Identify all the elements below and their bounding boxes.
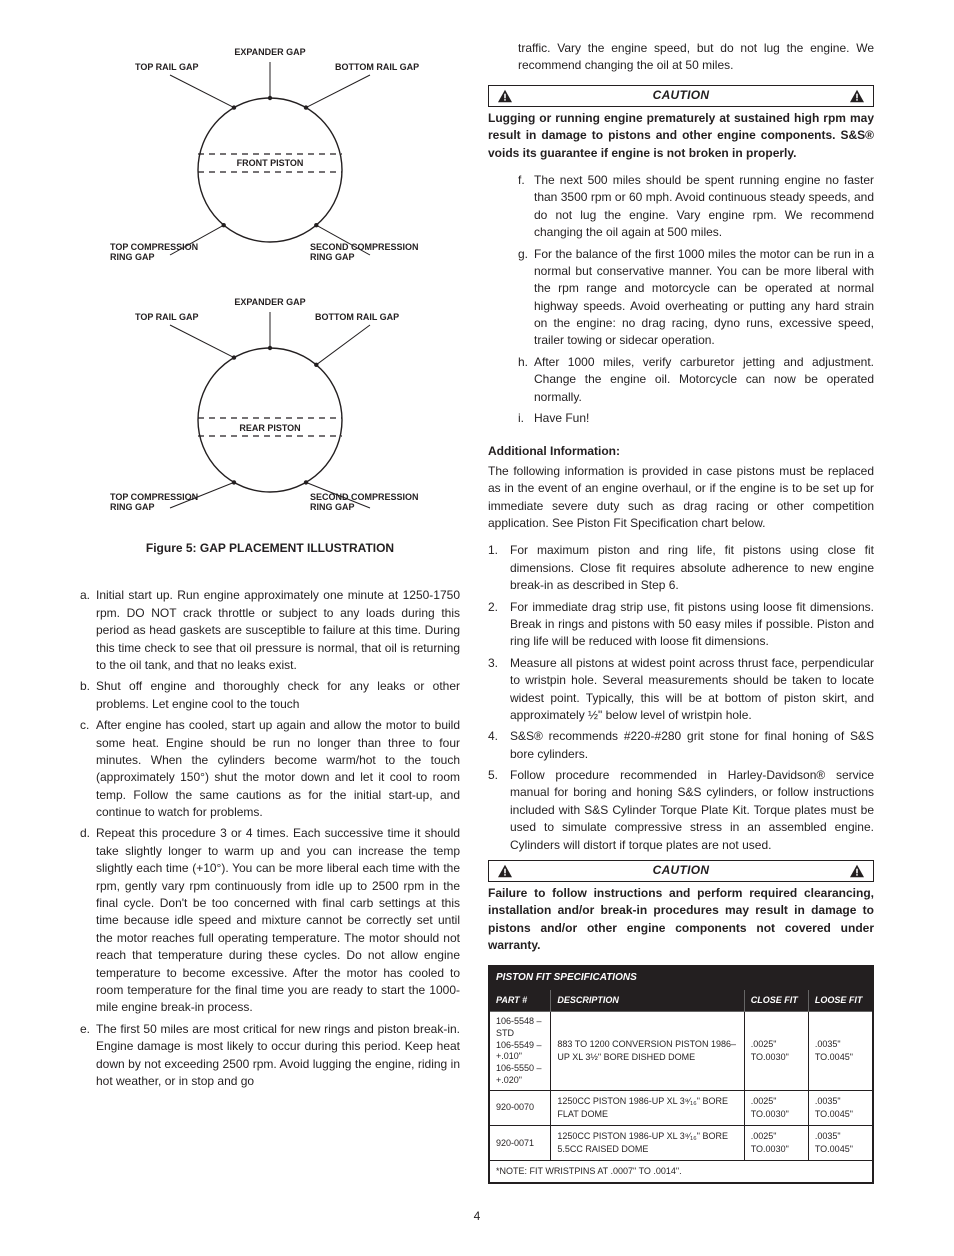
cell-close: .0025" TO.0030" <box>744 1126 808 1161</box>
caution-label: CAUTION <box>513 862 849 879</box>
front-piston-diagram: FRONT PISTON TOP RAIL GAP EXPANDER <box>80 40 460 260</box>
break-in-steps-right: f.The next 500 miles should be spent run… <box>488 172 874 427</box>
label-bottom-rail: BOTTOM RAIL GAP <box>315 312 399 322</box>
rear-piston-diagram: REAR PISTON TOP RAIL GAP EXPANDER GAP BO… <box>80 290 460 510</box>
table-row: 920-00711250CC PISTON 1986-UP XL 3⁹⁄₁₆" … <box>489 1126 873 1161</box>
cell-loose: .0035" TO.0045" <box>808 1012 873 1091</box>
additional-info-paragraph: The following information is provided in… <box>488 463 874 533</box>
left-column: FRONT PISTON TOP RAIL GAP EXPANDER <box>80 40 460 1184</box>
label-top-rail: TOP RAIL GAP <box>135 62 199 72</box>
list-item: 5.Follow procedure recommended in Harley… <box>488 767 874 854</box>
list-item: g.For the balance of the first 1000 mile… <box>518 246 874 350</box>
list-item: i.Have Fun! <box>518 410 874 427</box>
table-column-header: PART # <box>489 990 551 1012</box>
cell-close: .0025" TO.0030" <box>744 1012 808 1091</box>
table-column-header: DESCRIPTION <box>551 990 744 1012</box>
label-top-comp: TOP COMPRESSIONRING GAP <box>110 242 198 260</box>
cell-part: 920-0070 <box>489 1091 551 1126</box>
label-second-comp: SECOND COMPRESSIONRING GAP <box>310 242 419 260</box>
list-item: b.Shut off engine and thoroughly check f… <box>80 678 460 713</box>
list-item: 3.Measure all pistons at widest point ac… <box>488 655 874 725</box>
gap-placement-diagrams: FRONT PISTON TOP RAIL GAP EXPANDER <box>80 40 460 557</box>
list-item: h.After 1000 miles, verify carburetor je… <box>518 354 874 406</box>
center-label: REAR PISTON <box>239 423 300 433</box>
caution-text-2: Failure to follow instructions and perfo… <box>488 885 874 955</box>
label-bottom-rail: BOTTOM RAIL GAP <box>335 62 419 72</box>
piston-fit-table: PISTON FIT SPECIFICATIONS PART #DESCRIPT… <box>488 965 874 1185</box>
cell-desc: 1250CC PISTON 1986-UP XL 3⁹⁄₁₆" BORE FLA… <box>551 1091 744 1126</box>
label-expander: EXPANDER GAP <box>234 297 305 307</box>
list-item: c.After engine has cooled, start up agai… <box>80 717 460 821</box>
list-item: 4.S&S® recommends #220-#280 grit stone f… <box>488 728 874 763</box>
warning-icon <box>497 864 513 878</box>
break-in-steps-left: a.Initial start up. Run engine approxima… <box>80 587 460 1090</box>
cell-part: 106-5548 – STD106-5549 – +.010"106-5550 … <box>489 1012 551 1091</box>
table-row: 106-5548 – STD106-5549 – +.010"106-5550 … <box>489 1012 873 1091</box>
list-item: d.Repeat this procedure 3 or 4 times. Ea… <box>80 825 460 1016</box>
numbered-info-list: 1.For maximum piston and ring life, fit … <box>488 542 874 854</box>
warning-icon <box>849 89 865 103</box>
table-title: PISTON FIT SPECIFICATIONS <box>489 966 873 990</box>
figure-caption: Figure 5: GAP PLACEMENT ILLUSTRATION <box>80 540 460 557</box>
label-second-comp: SECOND COMPRESSIONRING GAP <box>310 492 419 510</box>
caution-label: CAUTION <box>513 87 849 104</box>
table-row: 920-00701250CC PISTON 1986-UP XL 3⁹⁄₁₆" … <box>489 1091 873 1126</box>
label-top-rail: TOP RAIL GAP <box>135 312 199 322</box>
table-footnote-row: *NOTE: FIT WRISTPINS AT .0007" TO .0014"… <box>489 1161 873 1184</box>
table-footnote: *NOTE: FIT WRISTPINS AT .0007" TO .0014"… <box>489 1161 873 1184</box>
page-number: 4 <box>80 1208 874 1225</box>
caution-text-1: Lugging or running engine prematurely at… <box>488 110 874 162</box>
list-item: 2.For immediate drag strip use, fit pist… <box>488 599 874 651</box>
list-item: 1.For maximum piston and ring life, fit … <box>488 542 874 594</box>
label-top-comp: TOP COMPRESSIONRING GAP <box>110 492 198 510</box>
list-item: a.Initial start up. Run engine approxima… <box>80 587 460 674</box>
cell-close: .0025" TO.0030" <box>744 1091 808 1126</box>
cell-desc: 883 TO 1200 CONVERSION PISTON 1986–UP XL… <box>551 1012 744 1091</box>
cell-loose: .0035" TO.0045" <box>808 1126 873 1161</box>
right-column: traffic. Vary the engine speed, but do n… <box>488 40 874 1184</box>
center-label: FRONT PISTON <box>237 158 304 168</box>
table-column-header: CLOSE FIT <box>744 990 808 1012</box>
continuation-paragraph: traffic. Vary the engine speed, but do n… <box>488 40 874 75</box>
cell-desc: 1250CC PISTON 1986-UP XL 3⁹⁄₁₆" BORE 5.5… <box>551 1126 744 1161</box>
cell-part: 920-0071 <box>489 1126 551 1161</box>
caution-box-1: CAUTION <box>488 85 874 107</box>
cell-loose: .0035" TO.0045" <box>808 1091 873 1126</box>
warning-icon <box>497 89 513 103</box>
additional-info-heading: Additional Information: <box>488 443 874 460</box>
table-column-header: LOOSE FIT <box>808 990 873 1012</box>
warning-icon <box>849 864 865 878</box>
list-item: e.The first 50 miles are most critical f… <box>80 1021 460 1091</box>
caution-box-2: CAUTION <box>488 860 874 882</box>
list-item: f.The next 500 miles should be spent run… <box>518 172 874 242</box>
label-expander: EXPANDER GAP <box>234 47 305 57</box>
